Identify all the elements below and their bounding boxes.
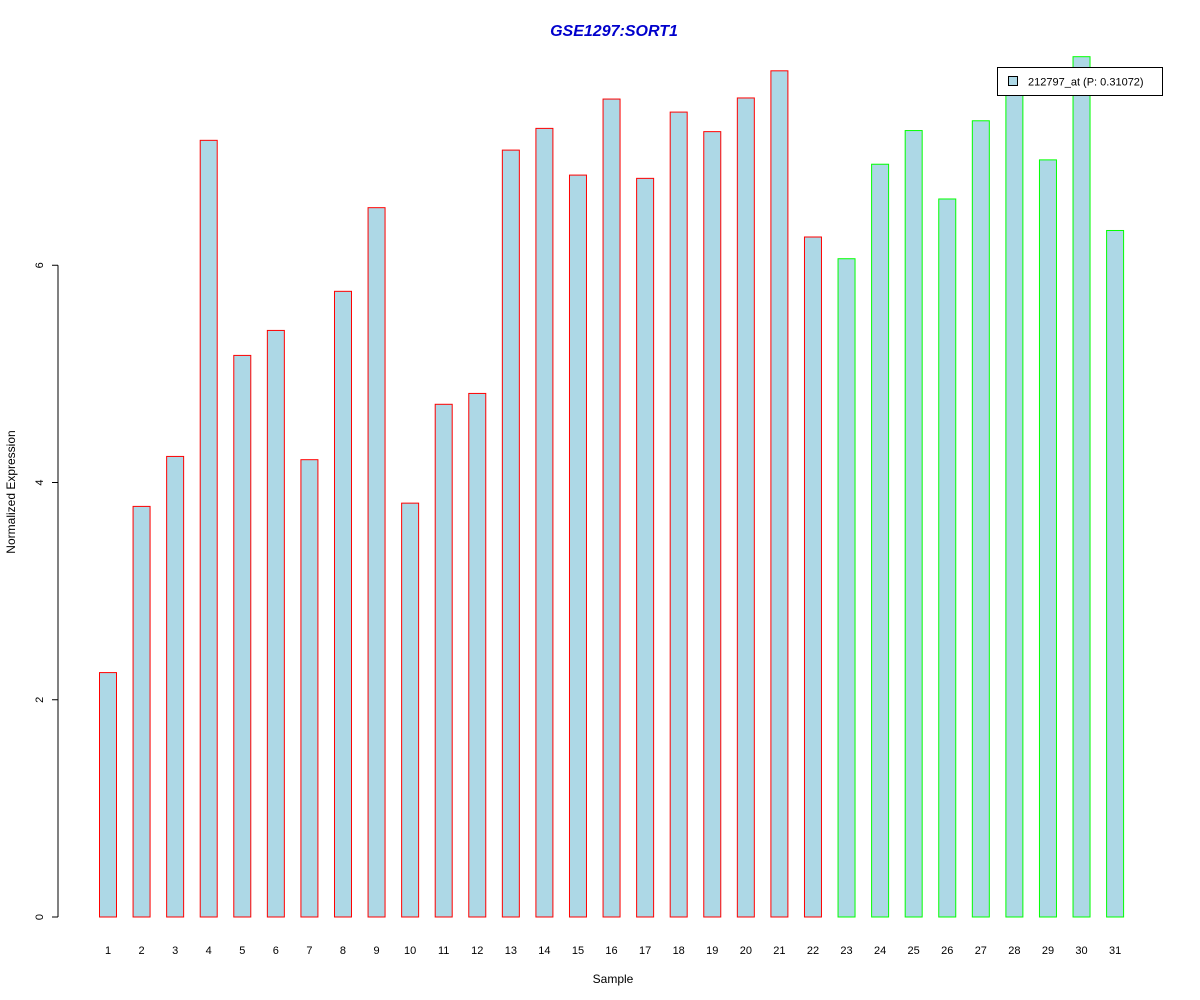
x-tick-label: 2 [139,945,145,957]
x-tick-label: 24 [874,945,886,957]
bar [871,163,890,918]
x-tick-label: 28 [1008,945,1020,957]
x-tick-label: 29 [1042,945,1054,957]
y-tick-label: 0 [34,914,46,920]
x-tick-label: 27 [975,945,987,957]
x-tick-label: 15 [572,945,584,957]
bar [770,70,789,918]
x-tick-label: 16 [605,945,617,957]
bar [132,505,151,918]
legend-box [997,67,1163,96]
x-tick-label: 17 [639,945,651,957]
x-tick-label: 8 [340,945,346,957]
bar [1038,159,1057,918]
bar [568,174,587,918]
bar [736,97,755,918]
x-tick-label: 12 [471,945,483,957]
x-tick-label: 3 [172,945,178,957]
bar [401,502,420,918]
bar [199,139,218,918]
y-tick-label: 4 [34,479,46,485]
bar [803,236,822,918]
x-tick-label: 6 [273,945,279,957]
x-tick-label: 14 [538,945,550,957]
y-axis-label: Normalized Expression [4,430,18,553]
x-tick-label: 1 [105,945,111,957]
bar [535,127,554,918]
bar [938,198,957,918]
bar [266,329,285,918]
x-tick-label: 22 [807,945,819,957]
chart-title: GSE1297:SORT1 [550,23,678,40]
bar [166,455,185,918]
bar [1072,56,1091,918]
x-tick-label: 19 [706,945,718,957]
x-tick-label: 18 [673,945,685,957]
x-tick-label: 31 [1109,945,1121,957]
x-tick-label: 4 [206,945,212,957]
x-tick-label: 21 [773,945,785,957]
bar [333,290,352,918]
x-axis-label: Sample [593,972,634,986]
bar [636,177,655,918]
bar [434,403,453,918]
bar [904,130,923,918]
y-axis: 0 2 4 6 [34,262,59,920]
y-tick-label: 2 [34,697,46,703]
x-tick-label: 23 [840,945,852,957]
x-tick-label: 30 [1075,945,1087,957]
legend-entry: 212797_at (P: 0.31072) [1028,77,1144,89]
bar [300,459,319,918]
bar [669,111,688,918]
bar [468,392,487,918]
bar [837,258,856,918]
legend: 212797_at (P: 0.31072) [997,67,1163,96]
bar [1005,86,1024,918]
bar [703,131,722,918]
x-tick-label: 9 [373,945,379,957]
x-tick-label: 11 [438,945,449,957]
x-tick-label: 5 [239,945,245,957]
x-axis-labels: 1 2 3 4 5 6 7 8 9 10 11 12 13 14 15 16 17 18 19 20 21 22 23 24 2… [105,945,1121,957]
legend-swatch [1008,76,1018,86]
bar [971,120,990,918]
bar [233,354,252,918]
x-tick-label: 26 [941,945,953,957]
bar [367,207,386,918]
bar [602,98,621,918]
bars [99,56,1125,918]
bar [1106,229,1125,918]
x-tick-label: 20 [740,945,752,957]
bar [501,149,520,918]
bar [99,672,117,918]
x-tick-label: 7 [306,945,312,957]
x-tick-label: 13 [505,945,517,957]
x-tick-label: 10 [404,945,416,957]
y-tick-label: 6 [34,262,46,268]
x-tick-label: 25 [908,945,920,957]
